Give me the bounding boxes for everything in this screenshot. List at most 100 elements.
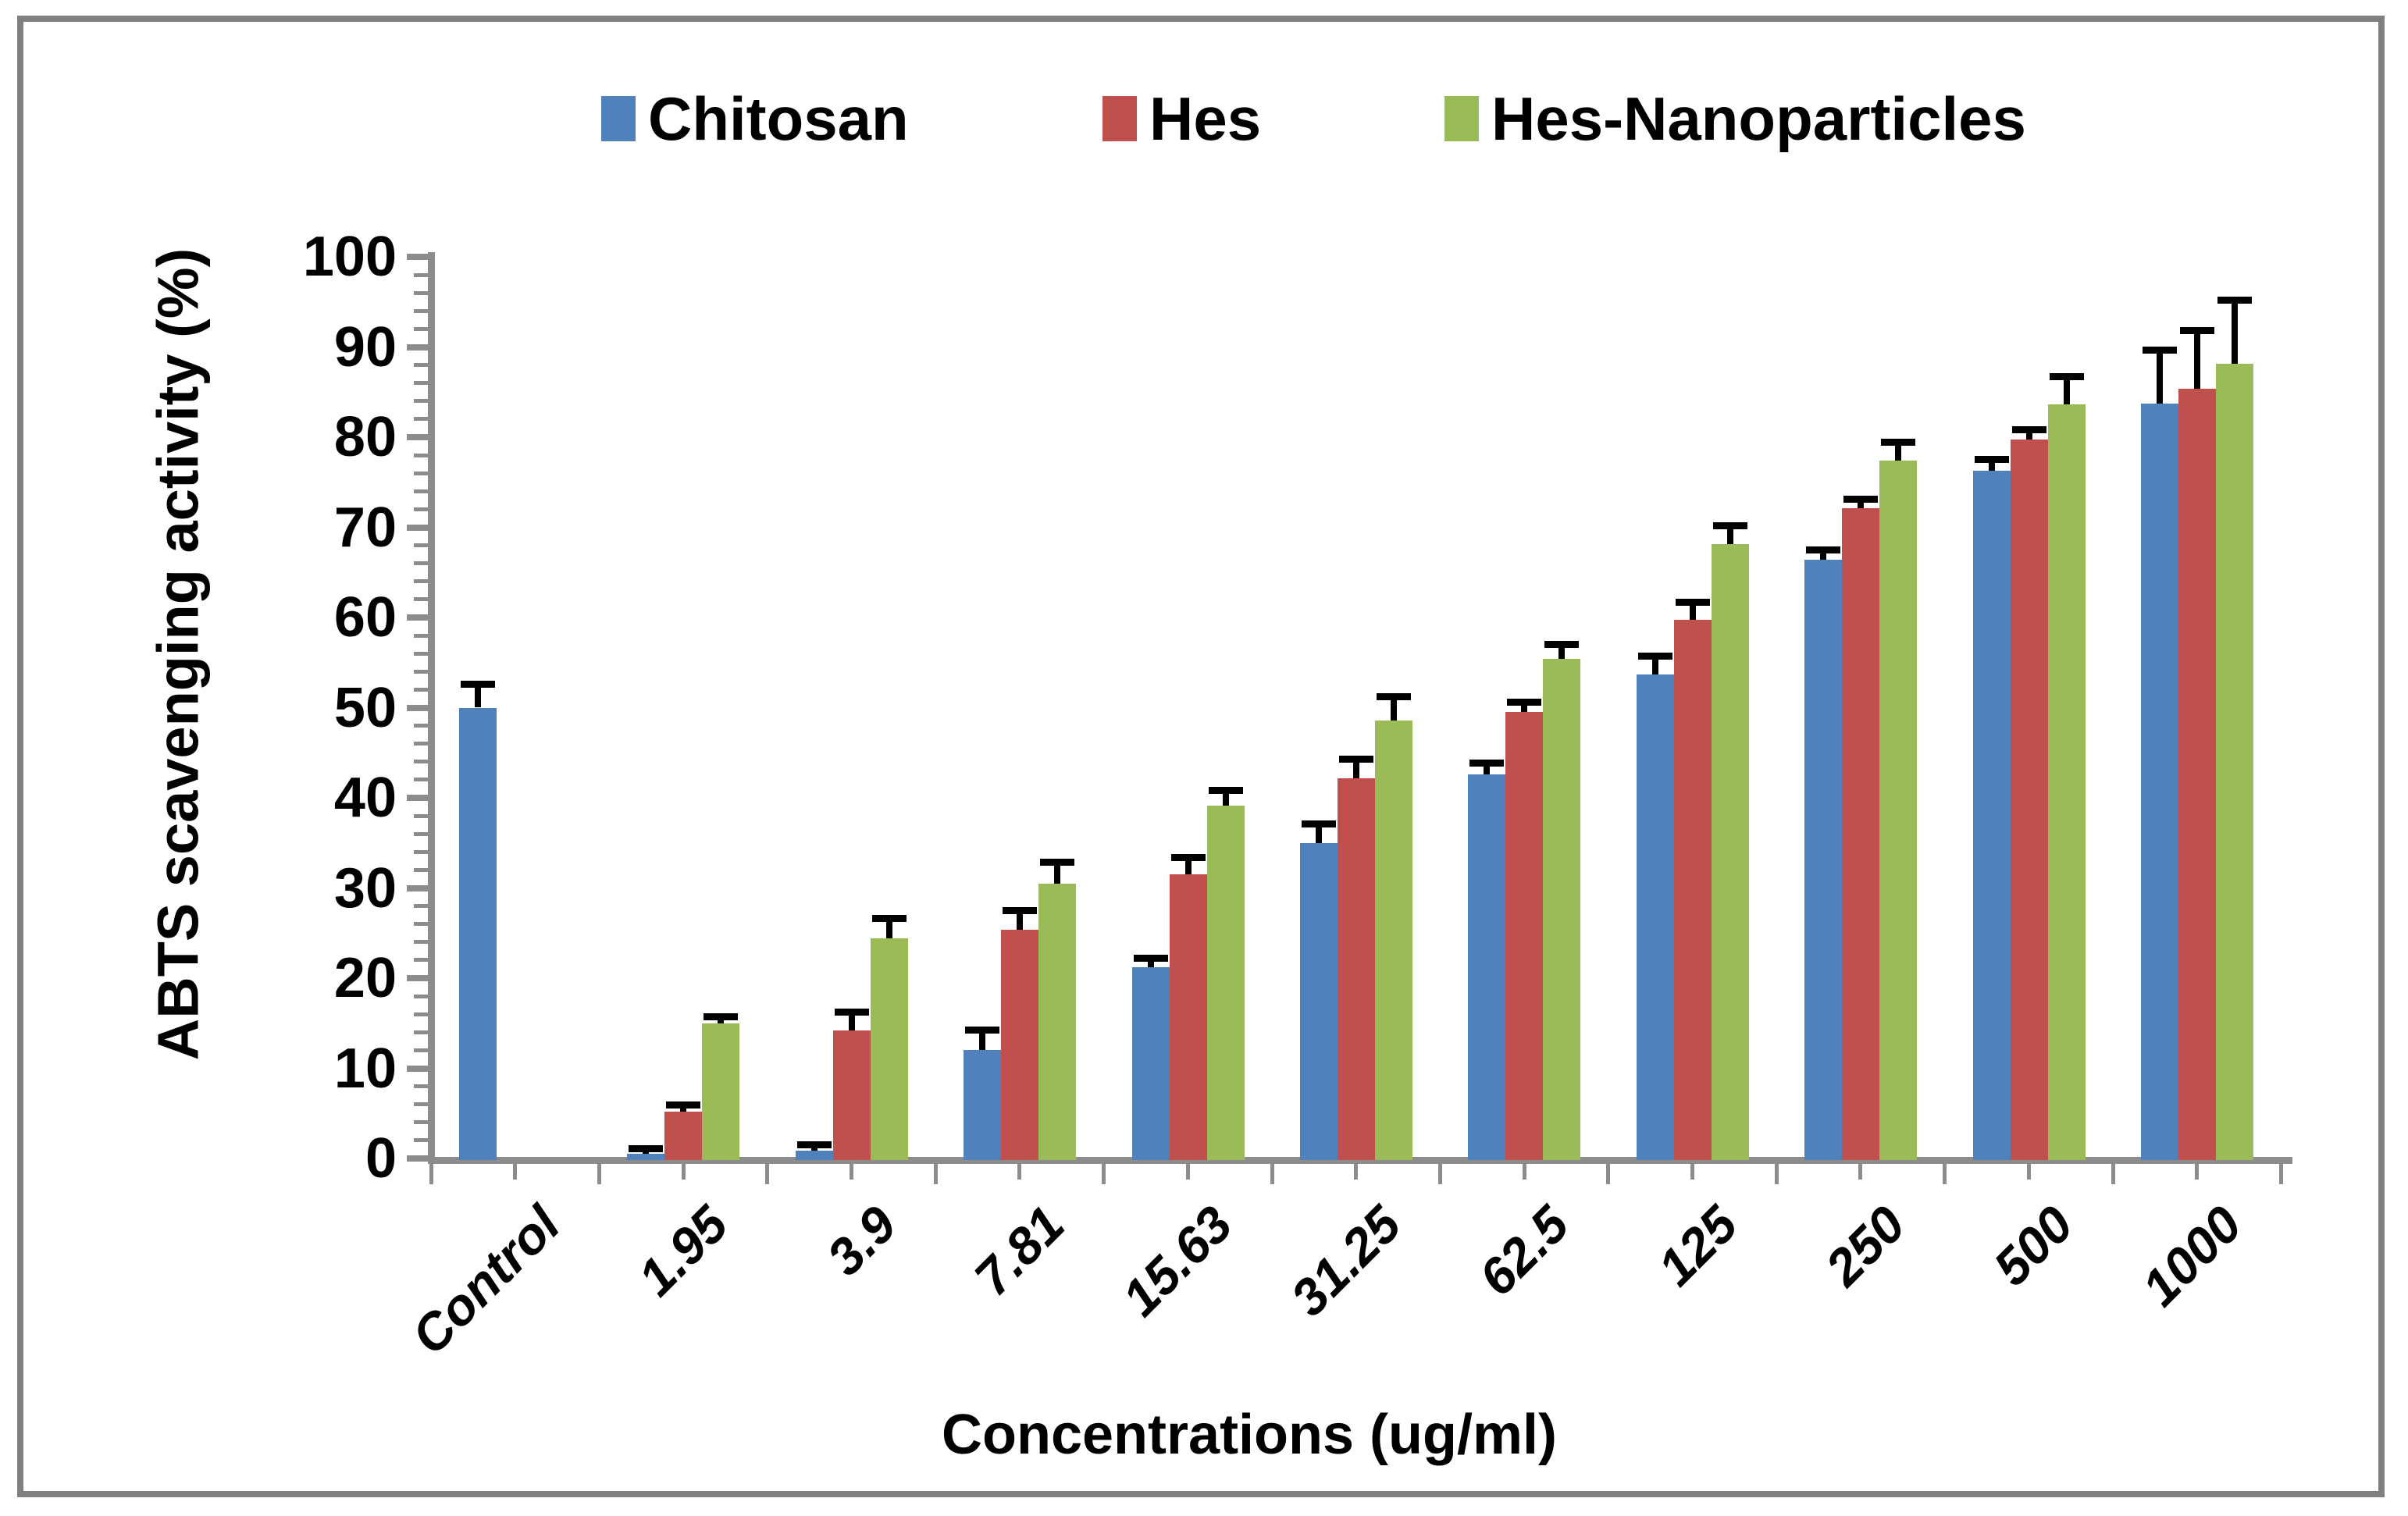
error-bar-cap bbox=[1302, 820, 1336, 827]
error-bar-cap bbox=[1170, 853, 1206, 861]
error-bar-stem bbox=[885, 920, 892, 939]
error-bar-cap bbox=[1974, 456, 2009, 464]
error-bar-stem bbox=[2194, 333, 2200, 389]
x-tick bbox=[1774, 1164, 1779, 1184]
error-bar-cap bbox=[1637, 652, 1672, 660]
y-minor-tick bbox=[414, 1048, 428, 1052]
error-bar-cap bbox=[1507, 698, 1542, 706]
error-bar-stem bbox=[1689, 603, 1696, 621]
y-minor-tick bbox=[414, 561, 428, 566]
x-tick bbox=[1522, 1164, 1526, 1180]
legend-label-hes-nanoparticles: Hes-Nanoparticles bbox=[1491, 84, 2026, 153]
y-major-tick bbox=[407, 434, 428, 440]
y-minor-tick bbox=[414, 994, 428, 998]
bar-hes-nanoparticles-125 bbox=[1711, 544, 1749, 1160]
bar-hes-nanoparticles-7.81 bbox=[1038, 883, 1077, 1160]
y-minor-tick bbox=[414, 831, 428, 836]
y-minor-tick bbox=[414, 1012, 428, 1016]
error-bar-cap bbox=[1843, 496, 1879, 503]
bar-chitosan-31.25 bbox=[1300, 842, 1338, 1160]
x-tick bbox=[1102, 1164, 1106, 1184]
error-bar-stem bbox=[643, 1150, 650, 1155]
x-tick bbox=[1606, 1164, 1611, 1184]
x-tick bbox=[1858, 1164, 1863, 1180]
error-bar-stem bbox=[810, 1146, 818, 1151]
x-tick bbox=[1437, 1164, 1442, 1184]
x-tick bbox=[850, 1164, 853, 1180]
x-tick bbox=[1270, 1164, 1274, 1184]
y-minor-tick bbox=[414, 940, 428, 945]
x-tick bbox=[597, 1164, 601, 1184]
legend-item-hes-nanoparticles: Hes-Nanoparticles bbox=[1444, 87, 2026, 150]
error-bar-cap bbox=[1544, 640, 1580, 648]
bar-hes-nanoparticles-500 bbox=[2047, 404, 2086, 1160]
y-minor-tick bbox=[414, 363, 428, 368]
bar-hes-62.5 bbox=[1505, 712, 1544, 1160]
error-bar-cap bbox=[461, 680, 495, 688]
bar-chitosan-500 bbox=[1972, 470, 2011, 1160]
bar-hes-31.25 bbox=[1338, 778, 1375, 1160]
error-bar-cap bbox=[1881, 439, 1916, 447]
x-tick bbox=[2111, 1164, 2115, 1184]
y-minor-tick bbox=[414, 417, 428, 422]
error-bar-stem bbox=[1521, 703, 1528, 713]
error-bar-stem bbox=[1820, 551, 1827, 560]
y-minor-tick bbox=[414, 272, 428, 277]
x-tick bbox=[933, 1164, 938, 1184]
bar-chitosan-250 bbox=[1804, 560, 1843, 1160]
x-tick bbox=[513, 1164, 518, 1180]
y-tick-label: 80 bbox=[333, 406, 397, 468]
y-major-tick bbox=[407, 795, 428, 801]
y-minor-tick bbox=[414, 778, 428, 782]
legend-label-chitosan: Chitosan bbox=[648, 84, 909, 153]
error-bar-stem bbox=[1895, 444, 1902, 461]
y-minor-tick bbox=[414, 453, 428, 457]
bar-hes-500 bbox=[2010, 439, 2048, 1160]
y-major-tick bbox=[407, 614, 428, 621]
error-bar-cap bbox=[629, 1144, 664, 1152]
y-tick-label: 50 bbox=[333, 676, 397, 739]
x-axis-title: Concentrations (ug/ml) bbox=[942, 1404, 1557, 1466]
bar-hes-nanoparticles-1.95 bbox=[702, 1023, 740, 1160]
x-axis-line bbox=[428, 1157, 2292, 1164]
y-tick-label: 20 bbox=[333, 947, 397, 1009]
error-bar-cap bbox=[796, 1141, 832, 1148]
y-major-tick bbox=[407, 704, 428, 711]
x-tick bbox=[681, 1164, 686, 1180]
y-minor-tick bbox=[414, 1102, 428, 1107]
bar-hes-250 bbox=[1842, 508, 1880, 1160]
error-bar-stem bbox=[1316, 825, 1322, 843]
y-minor-tick bbox=[414, 399, 428, 404]
y-minor-tick bbox=[414, 633, 428, 638]
y-major-tick bbox=[407, 343, 428, 351]
y-minor-tick bbox=[414, 543, 428, 548]
y-major-tick bbox=[407, 524, 428, 531]
y-minor-tick bbox=[414, 308, 428, 313]
y-major-tick bbox=[407, 1155, 428, 1162]
x-tick bbox=[2278, 1164, 2283, 1184]
y-major-tick bbox=[407, 884, 428, 891]
error-bar-stem bbox=[1147, 959, 1154, 968]
error-bar-stem bbox=[1558, 646, 1566, 660]
error-bar-stem bbox=[2063, 378, 2070, 405]
y-major-tick bbox=[407, 975, 428, 981]
legend-item-chitosan: Chitosan bbox=[601, 87, 909, 150]
y-minor-tick bbox=[414, 1030, 428, 1034]
error-bar-stem bbox=[979, 1032, 986, 1051]
y-minor-tick bbox=[414, 651, 428, 656]
error-bar-stem bbox=[1353, 760, 1359, 778]
error-bar-cap bbox=[1133, 954, 1168, 962]
y-tick-label: 60 bbox=[333, 586, 397, 649]
x-tick bbox=[1690, 1164, 1694, 1180]
error-bar-stem bbox=[680, 1107, 687, 1112]
y-minor-tick bbox=[414, 579, 428, 584]
y-minor-tick bbox=[414, 1138, 428, 1143]
y-minor-tick bbox=[414, 849, 428, 854]
y-tick-label: 10 bbox=[333, 1037, 397, 1100]
error-bar-cap bbox=[1208, 787, 1243, 795]
error-bar-cap bbox=[834, 1009, 869, 1016]
y-minor-tick bbox=[414, 326, 428, 331]
error-bar-cap bbox=[666, 1101, 701, 1109]
bar-hes-125 bbox=[1673, 620, 1712, 1160]
error-bar-cap bbox=[1806, 546, 1841, 553]
